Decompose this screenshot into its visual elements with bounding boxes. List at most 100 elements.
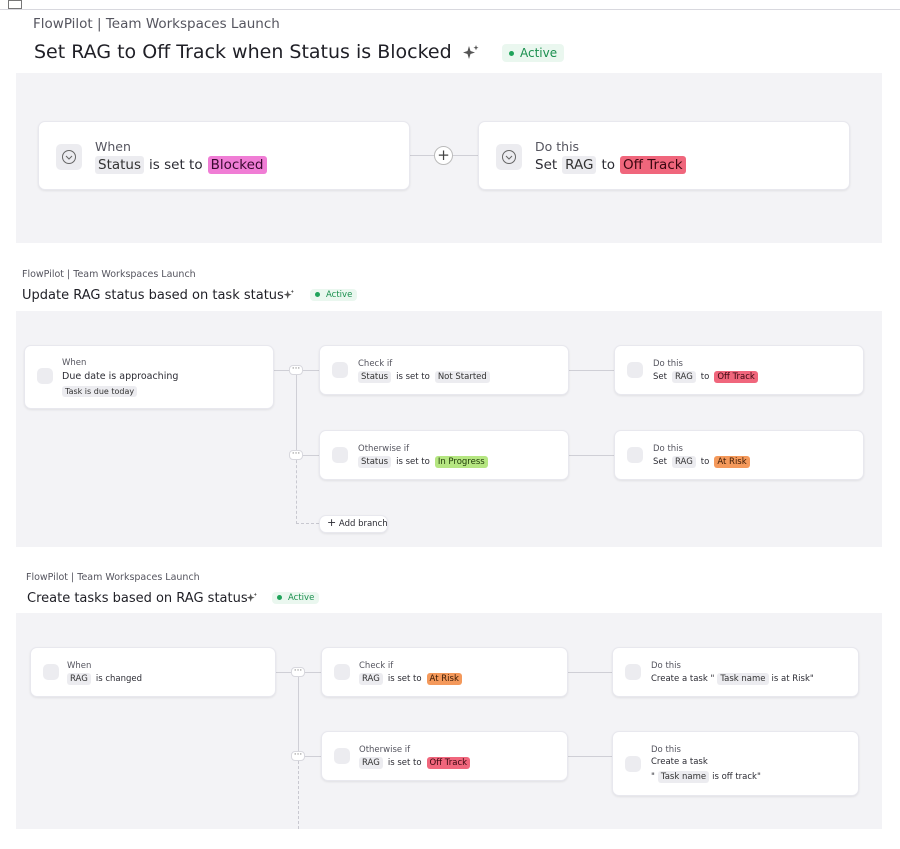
condition-icon bbox=[334, 664, 350, 680]
breadcrumb: FlowPilot | Team Workspaces Launch bbox=[33, 16, 280, 32]
to: to bbox=[601, 157, 616, 173]
plus-icon: + bbox=[327, 516, 337, 529]
action-icon bbox=[496, 144, 522, 170]
step-label: Otherwise if bbox=[358, 444, 410, 454]
add-step-button[interactable]: + bbox=[434, 146, 453, 165]
flow-canvas bbox=[16, 613, 882, 829]
step-label: Do this bbox=[651, 745, 681, 755]
value-chip: At Risk bbox=[714, 456, 750, 468]
step-line: Due date is approaching bbox=[62, 371, 178, 382]
graphic bbox=[283, 289, 294, 299]
field-chip: Status bbox=[95, 156, 145, 174]
step-line: RAG is set to Off Track bbox=[359, 757, 471, 769]
condition-icon bbox=[332, 447, 348, 463]
top-border bbox=[0, 9, 900, 10]
condition-card: Check if RAG is set to At Risk bbox=[321, 647, 568, 697]
operator: is set to bbox=[387, 758, 422, 768]
connector bbox=[296, 455, 297, 524]
value-chip: Off Track bbox=[426, 757, 471, 769]
branch-menu[interactable]: ··· bbox=[291, 667, 305, 677]
ai-icon[interactable] bbox=[462, 44, 480, 62]
operator: is set to bbox=[396, 457, 430, 467]
ai-icon[interactable] bbox=[283, 289, 295, 301]
action-card: Do this Set RAG to At Risk bbox=[614, 430, 864, 480]
field-chip: RAG bbox=[359, 757, 383, 769]
button-label: Add branch bbox=[338, 519, 388, 529]
breadcrumb: FlowPilot | Team Workspaces Launch bbox=[22, 269, 196, 280]
field-chip: RAG bbox=[671, 371, 696, 383]
connector bbox=[298, 672, 299, 756]
step-label: Do this bbox=[535, 139, 580, 154]
step-label: Do this bbox=[653, 359, 683, 369]
operator: is set to bbox=[387, 674, 422, 684]
text: is off track" bbox=[712, 772, 761, 782]
trigger-card: When RAG is changed bbox=[30, 647, 276, 697]
field-chip: RAG bbox=[67, 673, 91, 685]
step-label: Do this bbox=[653, 444, 683, 454]
field-chip: Status bbox=[358, 371, 392, 383]
status-badge: Active bbox=[310, 289, 358, 301]
action-icon bbox=[625, 756, 641, 772]
connector bbox=[298, 756, 299, 829]
action-card: Do this Set RAG to Off Track bbox=[614, 345, 864, 395]
window-icon bbox=[8, 0, 22, 9]
field-chip: RAG bbox=[359, 673, 383, 685]
verb: Set bbox=[653, 457, 667, 467]
icon-glyph bbox=[502, 150, 516, 164]
step-line: Status is set to Not Started bbox=[358, 371, 490, 383]
branch-menu[interactable]: ··· bbox=[289, 365, 303, 375]
branch-menu[interactable]: ··· bbox=[289, 450, 303, 460]
trigger-card: When Due date is approaching Task is due… bbox=[24, 345, 274, 409]
connector bbox=[296, 455, 319, 456]
graphic bbox=[463, 45, 479, 59]
step-label: When bbox=[62, 358, 87, 368]
rule-title: Update RAG status based on task status bbox=[22, 288, 284, 303]
value-chip: At Risk bbox=[426, 673, 462, 685]
step-line: " Task name is off track" bbox=[651, 771, 761, 783]
trigger-icon bbox=[56, 144, 82, 170]
field-chip: RAG bbox=[562, 156, 597, 174]
value-chip: Off Track bbox=[620, 156, 686, 174]
connector bbox=[568, 756, 612, 757]
graphic bbox=[505, 155, 513, 160]
sub-chip: Task is due today bbox=[62, 386, 138, 397]
field-chip: RAG bbox=[671, 456, 696, 468]
step-label: When bbox=[67, 661, 92, 671]
step-label: Do this bbox=[651, 661, 681, 671]
step-label: Check if bbox=[359, 661, 394, 671]
task-name-chip: Task name bbox=[717, 673, 769, 685]
step-line: Set RAG to Off Track bbox=[535, 156, 686, 174]
step-label: When bbox=[95, 139, 131, 154]
operator: is set to bbox=[396, 372, 430, 382]
step-line: Status is set to Blocked bbox=[95, 156, 267, 174]
icon-glyph bbox=[62, 150, 76, 164]
value-chip: Blocked bbox=[207, 156, 267, 174]
status-badge: Active bbox=[272, 592, 320, 604]
add-branch-button[interactable]: + Add branch bbox=[319, 515, 388, 533]
step-line: Create a task bbox=[651, 757, 708, 767]
connector bbox=[296, 370, 297, 455]
condition-card: Check if Status is set to Not Started bbox=[319, 345, 569, 395]
condition-card: Otherwise if Status is set to In Progress bbox=[319, 430, 569, 480]
rule-title: Create tasks based on RAG status bbox=[27, 591, 248, 606]
action-card: Do this Create a task " Task name is at Ri… bbox=[612, 647, 859, 697]
action-card: Do this Create a task " Task name is off t… bbox=[612, 731, 859, 796]
operator: is set to bbox=[149, 157, 203, 173]
rule-title: Set RAG to Off Track when Status is Bloc… bbox=[34, 41, 452, 63]
graphic bbox=[65, 155, 73, 160]
step-line: Create a task " Task name is at Risk" bbox=[651, 673, 814, 685]
value-chip: In Progress bbox=[434, 456, 488, 468]
trigger-card: When Status is set to Blocked bbox=[38, 121, 410, 190]
connector bbox=[569, 370, 614, 371]
action-icon bbox=[627, 362, 643, 378]
connector bbox=[296, 523, 319, 524]
step-label: Otherwise if bbox=[359, 745, 411, 755]
step-line: Set RAG to At Risk bbox=[653, 456, 750, 468]
ai-icon[interactable] bbox=[246, 592, 258, 604]
connector bbox=[569, 455, 614, 456]
trigger-icon bbox=[37, 368, 53, 384]
branch-menu[interactable]: ··· bbox=[291, 751, 305, 761]
condition-icon bbox=[332, 362, 348, 378]
text: " bbox=[651, 772, 655, 782]
value-chip: Not Started bbox=[434, 371, 490, 383]
